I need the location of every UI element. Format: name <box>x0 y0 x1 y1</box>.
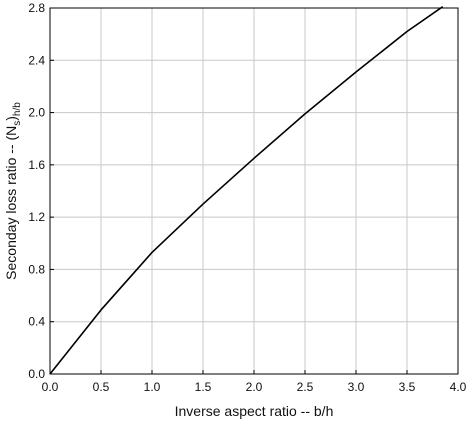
grid-lines <box>49 7 459 375</box>
y-tick-label: 0.8 <box>28 262 45 276</box>
y-tick-label: 1.6 <box>28 158 45 172</box>
y-axis-label-sub1: s <box>12 121 23 126</box>
x-tick-label: 3.0 <box>348 380 365 394</box>
y-axis-label-mid: ) <box>3 116 19 121</box>
x-axis-label: Inverse aspect ratio -- b/h <box>175 403 334 419</box>
y-axis-label-main: Seconday loss ratio -- (N <box>3 126 19 280</box>
x-tick-label: 0.5 <box>93 380 110 394</box>
y-tick-label: 1.2 <box>28 210 45 224</box>
x-tick-label: 1.5 <box>195 380 212 394</box>
x-tick-label: 4.0 <box>450 380 467 394</box>
series-line <box>49 6 444 375</box>
y-tick-label: 2.4 <box>28 53 45 67</box>
x-tick-label: 0.0 <box>42 380 59 394</box>
y-axis-label-sub2: h/b <box>12 102 23 116</box>
y-tick-label: 2.0 <box>28 106 45 120</box>
x-tick-label: 1.0 <box>144 380 161 394</box>
x-tick-label: 2.5 <box>297 380 314 394</box>
y-tick-label: 0.0 <box>28 367 45 381</box>
y-tick-label: 2.8 <box>28 1 45 15</box>
x-tick-label: 3.5 <box>399 380 416 394</box>
x-tick-label: 2.0 <box>246 380 263 394</box>
y-axis-label: Seconday loss ratio -- (Ns)h/b <box>3 102 23 280</box>
tick-labels: 0.0 0.5 1.0 1.5 2.0 2.5 3.0 3.5 4.0 0.0 0.4 0.8 1.2 1… <box>28 1 466 394</box>
plot-frame <box>49 7 459 375</box>
y-tick-label: 0.4 <box>28 315 45 329</box>
series-layer <box>49 6 444 375</box>
